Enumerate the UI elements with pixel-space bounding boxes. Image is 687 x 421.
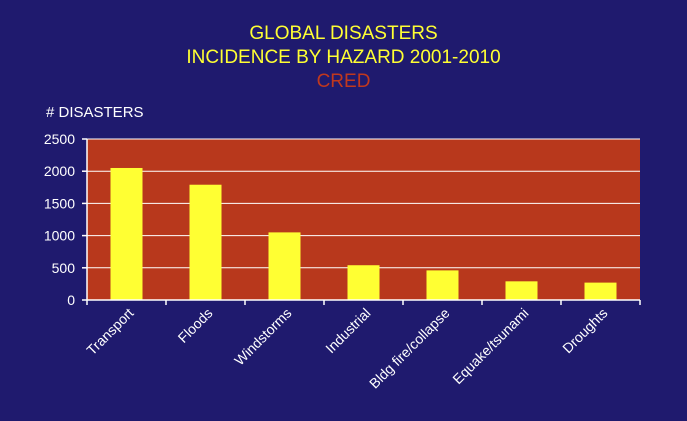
bar-0 [110, 167, 143, 300]
y-tick-label-0: 0 [67, 292, 75, 308]
chart-source: CRED [316, 71, 371, 92]
y-axis-label: # DISASTERS [46, 104, 144, 121]
x-tick-label-2: Windstorms [231, 305, 295, 369]
y-tick-label-4: 2000 [44, 163, 75, 179]
x-tick-label-5: Equake/tsunami [449, 305, 531, 387]
y-tick-label-3: 1500 [44, 195, 75, 211]
x-tick-label-1: Floods [175, 305, 216, 346]
bar-6 [584, 282, 617, 300]
bar-1 [189, 184, 222, 300]
chart-title-block: GLOBAL DISASTERS INCIDENCE BY HAZARD 200… [0, 22, 687, 94]
x-tick-label-0: Transport [83, 305, 136, 358]
y-tick-label-2: 1000 [44, 228, 75, 244]
bar-2 [268, 232, 301, 300]
x-tick-label-3: Industrial [322, 305, 373, 356]
bar-3 [347, 265, 380, 300]
y-tick-label-5: 2500 [44, 131, 75, 147]
y-tick-label-1: 500 [52, 260, 76, 276]
x-tick-label-6: Droughts [559, 305, 610, 356]
bar-4 [426, 270, 459, 300]
chart-title-line-2: INCIDENCE BY HAZARD 2001-2010 [186, 47, 501, 68]
chart-title-line-1: GLOBAL DISASTERS [249, 23, 438, 44]
bar-5 [505, 281, 538, 300]
x-tick-label-4: Bldg fire/collapse [366, 305, 453, 392]
